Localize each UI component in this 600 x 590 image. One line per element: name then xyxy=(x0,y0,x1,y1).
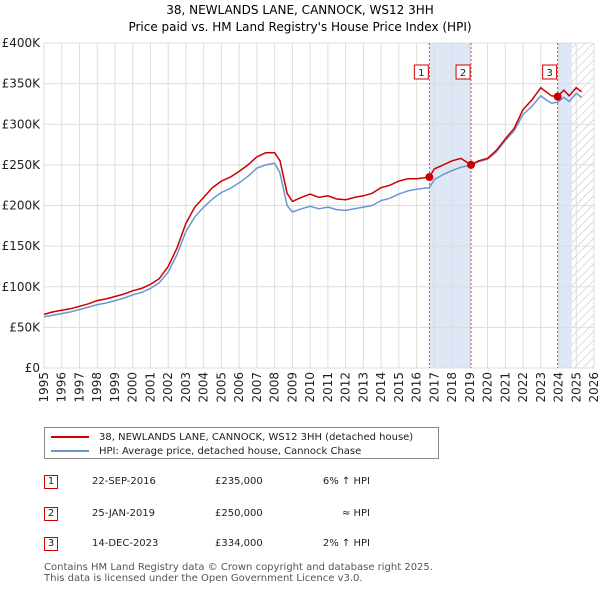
y-tick-label: £50K xyxy=(9,320,41,334)
x-tick-label: 2011 xyxy=(321,372,335,403)
x-tick-label: 2006 xyxy=(232,372,246,403)
footer: Contains HM Land Registry data © Crown c… xyxy=(44,562,433,584)
sale-row: 3 14-DEC-2023 £334,000 2% ↑ HPI xyxy=(0,537,600,553)
sale-row: 2 25-JAN-2019 £250,000 ≈ HPI xyxy=(0,507,600,523)
x-tick-label: 2022 xyxy=(516,372,530,403)
x-tick-label: 2016 xyxy=(410,372,424,403)
y-tick-label: £300K xyxy=(2,117,42,131)
x-tick-label: 2004 xyxy=(197,372,211,403)
sale-hpi: 2% ↑ HPI xyxy=(322,538,370,549)
y-tick-label: £200K xyxy=(2,199,42,213)
y-tick-label: £400K xyxy=(2,36,42,50)
x-tick-label: 2023 xyxy=(534,372,548,403)
chart-title: 38, NEWLANDS LANE, CANNOCK, WS12 3HH xyxy=(166,3,434,17)
x-tick-label: 2024 xyxy=(552,372,566,403)
chart: 38, NEWLANDS LANE, CANNOCK, WS12 3HH Pri… xyxy=(2,3,600,403)
sale-marker-label: 1 xyxy=(418,68,424,79)
x-tick-label: 2005 xyxy=(214,372,228,403)
x-tick-label: 2026 xyxy=(587,372,600,403)
x-tick-label: 2009 xyxy=(285,372,299,403)
legend-item-hpi: HPI: Average price, detached house, Cann… xyxy=(51,444,361,458)
x-tick-label: 2015 xyxy=(392,372,406,403)
x-tick-label: 2003 xyxy=(179,372,193,403)
x-tick-label: 2021 xyxy=(498,372,512,403)
legend-label-property: 38, NEWLANDS LANE, CANNOCK, WS12 3HH (de… xyxy=(99,431,414,443)
sale-point xyxy=(467,160,476,169)
legend-swatch-hpi xyxy=(51,450,89,452)
sale-marker-box xyxy=(542,64,558,80)
x-tick-label: 1995 xyxy=(37,372,51,403)
sale-point xyxy=(425,173,434,182)
y-tick-label: £100K xyxy=(2,280,42,294)
sale-badge: 2 xyxy=(44,507,58,521)
sale-price: £334,000 xyxy=(215,538,263,549)
sale-price: £250,000 xyxy=(215,508,263,519)
x-tick-label: 2017 xyxy=(427,372,441,403)
sale-badge: 3 xyxy=(44,537,58,551)
sale-marker-box xyxy=(413,64,429,80)
footer-licence: This data is licensed under the Open Gov… xyxy=(44,573,363,584)
sale-price: £235,000 xyxy=(215,476,263,487)
footer-copyright: Contains HM Land Registry data © Crown c… xyxy=(44,562,433,573)
x-tick-label: 1996 xyxy=(55,372,69,403)
legend-label-hpi: HPI: Average price, detached house, Cann… xyxy=(99,445,362,457)
y-tick-label: £250K xyxy=(2,158,42,172)
x-tick-label: 2014 xyxy=(374,372,388,403)
sale-hpi: ≈ HPI xyxy=(341,508,370,519)
sale-date: 14-DEC-2023 xyxy=(92,538,159,549)
x-tick-label: 2018 xyxy=(445,372,459,403)
y-tick-label: £0 xyxy=(25,361,40,375)
y-tick-label: £150K xyxy=(2,239,42,253)
chart-subtitle: Price paid vs. HM Land Registry's House … xyxy=(128,20,471,34)
x-tick-label: 2020 xyxy=(481,372,495,403)
x-tick-label: 2007 xyxy=(250,372,264,403)
sale-marker-label: 3 xyxy=(546,68,552,79)
x-tick-label: 2000 xyxy=(126,372,140,403)
sale-date: 25-JAN-2019 xyxy=(92,508,156,519)
legend-item-property: 38, NEWLANDS LANE, CANNOCK, WS12 3HH (de… xyxy=(51,430,413,444)
sale-marker-label: 2 xyxy=(460,68,466,79)
series-line xyxy=(43,86,583,316)
x-tick-label: 2008 xyxy=(268,372,282,403)
series-line xyxy=(43,92,583,318)
x-tick-label: 2019 xyxy=(463,372,477,403)
x-tick-label: 1999 xyxy=(108,372,122,403)
legend-swatch-property xyxy=(51,436,89,438)
sale-hpi: 6% ↑ HPI xyxy=(322,476,370,487)
x-tick-label: 2001 xyxy=(143,372,157,403)
x-tick-label: 1998 xyxy=(90,372,104,403)
sale-date: 22-SEP-2016 xyxy=(92,476,156,487)
x-tick-label: 2010 xyxy=(303,372,317,403)
y-tick-label: £350K xyxy=(2,77,42,91)
legend: 38, NEWLANDS LANE, CANNOCK, WS12 3HH (de… xyxy=(44,427,439,459)
x-tick-label: 2025 xyxy=(569,372,583,403)
sale-row: 1 22-SEP-2016 £235,000 6% ↑ HPI xyxy=(0,475,600,491)
sale-point xyxy=(553,92,562,101)
x-tick-label: 1997 xyxy=(72,372,86,403)
x-tick-label: 2012 xyxy=(339,372,353,403)
x-tick-label: 2002 xyxy=(161,372,175,403)
sale-badge: 1 xyxy=(44,475,58,489)
x-tick-label: 2013 xyxy=(356,372,370,403)
sale-marker-box xyxy=(455,64,471,80)
